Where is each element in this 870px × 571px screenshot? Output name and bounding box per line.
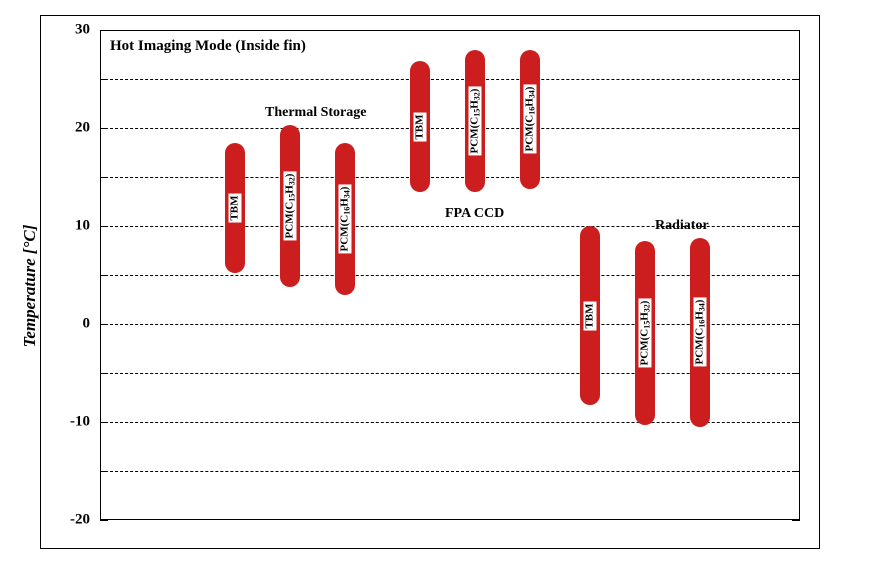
ytick-label: 30	[30, 22, 90, 39]
ytick-mark	[792, 520, 800, 521]
plot-border	[100, 30, 800, 520]
ytick-label: 20	[30, 120, 90, 137]
ytick-label: 0	[30, 316, 90, 333]
ytick-label: 10	[30, 218, 90, 235]
ytick-label: -20	[30, 512, 90, 529]
plot-area: TBMPCM(C15H32)PCM(C16H34)TBMPCM(C15H32)P…	[100, 30, 800, 520]
ytick-mark	[100, 520, 108, 521]
ytick-label: -10	[30, 414, 90, 431]
